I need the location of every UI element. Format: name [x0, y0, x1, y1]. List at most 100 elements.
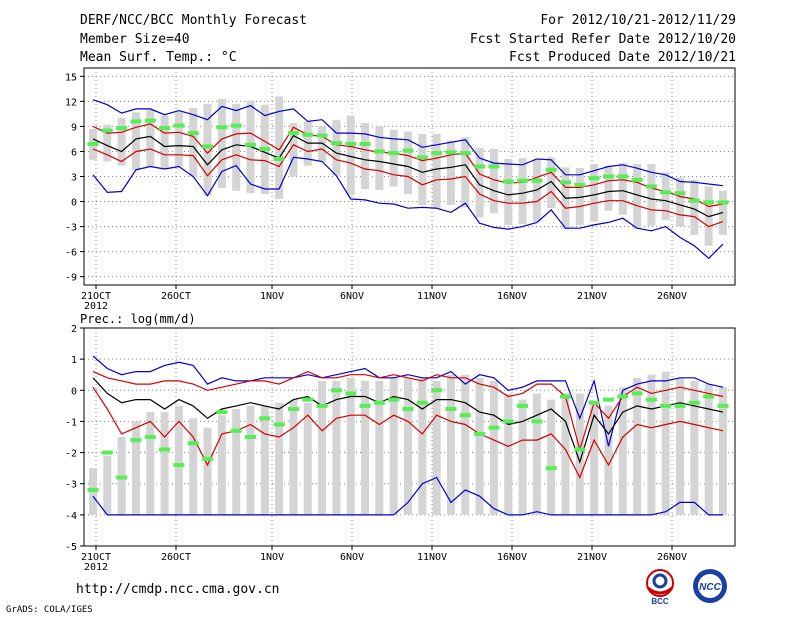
- spread-box: [575, 393, 584, 515]
- observation-mark: [703, 394, 715, 399]
- observation-mark: [159, 447, 171, 452]
- observation-mark: [402, 148, 414, 153]
- spread-box: [704, 384, 713, 515]
- observation-mark: [101, 128, 113, 133]
- spread-box: [103, 124, 112, 162]
- y-tick-label: -2: [65, 449, 77, 460]
- spread-box: [690, 380, 699, 515]
- spread-box: [518, 399, 527, 515]
- observation-mark: [588, 176, 600, 181]
- x-tick-label: 1NOV: [260, 291, 284, 302]
- x-tick-label: 1NOV: [260, 552, 284, 563]
- year-label: 2012: [84, 562, 108, 573]
- observation-mark: [116, 126, 128, 131]
- x-tick-label: 21NOV: [577, 291, 607, 302]
- observation-mark: [173, 123, 185, 128]
- observation-mark: [574, 447, 586, 452]
- observation-mark: [373, 400, 385, 405]
- chart-title: DERF/NCC/BCC Monthly Forecast: [80, 13, 307, 28]
- observation-mark: [287, 131, 299, 136]
- spread-box: [475, 148, 484, 218]
- spread-box: [131, 421, 140, 515]
- spread-box: [676, 377, 685, 515]
- spread-box: [719, 387, 727, 515]
- spread-box: [346, 115, 355, 195]
- observation-mark: [345, 391, 357, 396]
- observation-mark: [187, 441, 199, 446]
- observation-mark: [502, 179, 514, 184]
- x-tick-label: 21NOV: [577, 552, 607, 563]
- ncc-logo-icon: NCC: [693, 569, 727, 603]
- observation-mark: [130, 119, 142, 124]
- observation-mark: [273, 156, 285, 161]
- observation-mark: [602, 397, 614, 402]
- x-tick-label: 26OCT: [161, 291, 191, 302]
- spread-box: [676, 177, 685, 227]
- y-tick-label: 15: [65, 72, 77, 83]
- spread-box: [647, 163, 656, 226]
- spread-box: [418, 133, 427, 205]
- lower-spread-line: [92, 386, 724, 479]
- observation-mark: [688, 400, 700, 405]
- x-tick-label: 6NOV: [340, 552, 364, 563]
- spread-box: [690, 179, 699, 235]
- spread-box: [375, 380, 384, 515]
- spread-box: [174, 405, 183, 515]
- x-tick-label: 21OCT: [81, 291, 111, 302]
- spread-box: [661, 371, 670, 515]
- y-tick-label: 2: [71, 324, 77, 335]
- observation-mark: [388, 151, 400, 156]
- spread-box: [332, 119, 341, 176]
- y-tick-label: -9: [65, 273, 77, 284]
- y-tick-label: -3: [65, 223, 77, 234]
- spread-box: [289, 123, 298, 177]
- observation-mark: [173, 463, 185, 468]
- observation-mark: [474, 431, 486, 436]
- observation-mark: [316, 133, 328, 138]
- observation-mark: [717, 200, 729, 205]
- x-tick-label: 26NOV: [657, 291, 687, 302]
- website-link[interactable]: http://cmdp.ncc.cma.gov.cn: [76, 582, 280, 597]
- spread-box: [275, 402, 284, 515]
- observation-mark: [688, 198, 700, 203]
- observation-mark: [660, 190, 672, 195]
- observation-mark: [245, 435, 256, 439]
- observation-mark: [431, 388, 443, 393]
- spread-box: [590, 405, 599, 515]
- observation-mark: [531, 419, 543, 424]
- panel-1: -5 -4 -3 -2 -1 0 1 2 21OCT 26OCT 1NOV 6NOV 11NOV 16NO…: [65, 324, 736, 573]
- observation-mark: [359, 141, 371, 146]
- y-tick-label: 1: [71, 355, 77, 366]
- spread-box: [318, 380, 327, 515]
- observation-mark: [574, 182, 586, 187]
- x-tick-label: 21OCT: [81, 552, 111, 563]
- observation-mark: [602, 174, 614, 179]
- observation-mark: [517, 403, 529, 408]
- spread-box: [547, 157, 556, 209]
- spread-box: [131, 112, 140, 171]
- spread-box: [332, 380, 341, 515]
- spread-box: [189, 108, 198, 177]
- observation-mark: [717, 403, 729, 408]
- observation-mark: [330, 388, 342, 393]
- spread-box: [203, 427, 212, 515]
- svg-text:BCC: BCC: [651, 597, 669, 606]
- spread-box: [375, 126, 384, 190]
- spread-box: [346, 377, 355, 515]
- spread-box: [275, 96, 284, 200]
- spread-box: [289, 399, 298, 515]
- observation-mark: [87, 141, 99, 146]
- x-tick-label: 26OCT: [161, 552, 191, 563]
- spread-box: [232, 408, 241, 515]
- ensemble-mean-line: [92, 134, 724, 218]
- observation-mark: [245, 142, 256, 147]
- spread-box: [260, 405, 269, 515]
- svg-text:NCC: NCC: [699, 582, 721, 593]
- lower-spread-line: [92, 144, 724, 228]
- observation-mark: [373, 149, 385, 154]
- observation-mark: [187, 131, 199, 136]
- observation-mark: [216, 125, 228, 130]
- observation-mark: [645, 184, 657, 189]
- observation-mark: [631, 177, 643, 182]
- upper-extreme-line: [92, 355, 724, 447]
